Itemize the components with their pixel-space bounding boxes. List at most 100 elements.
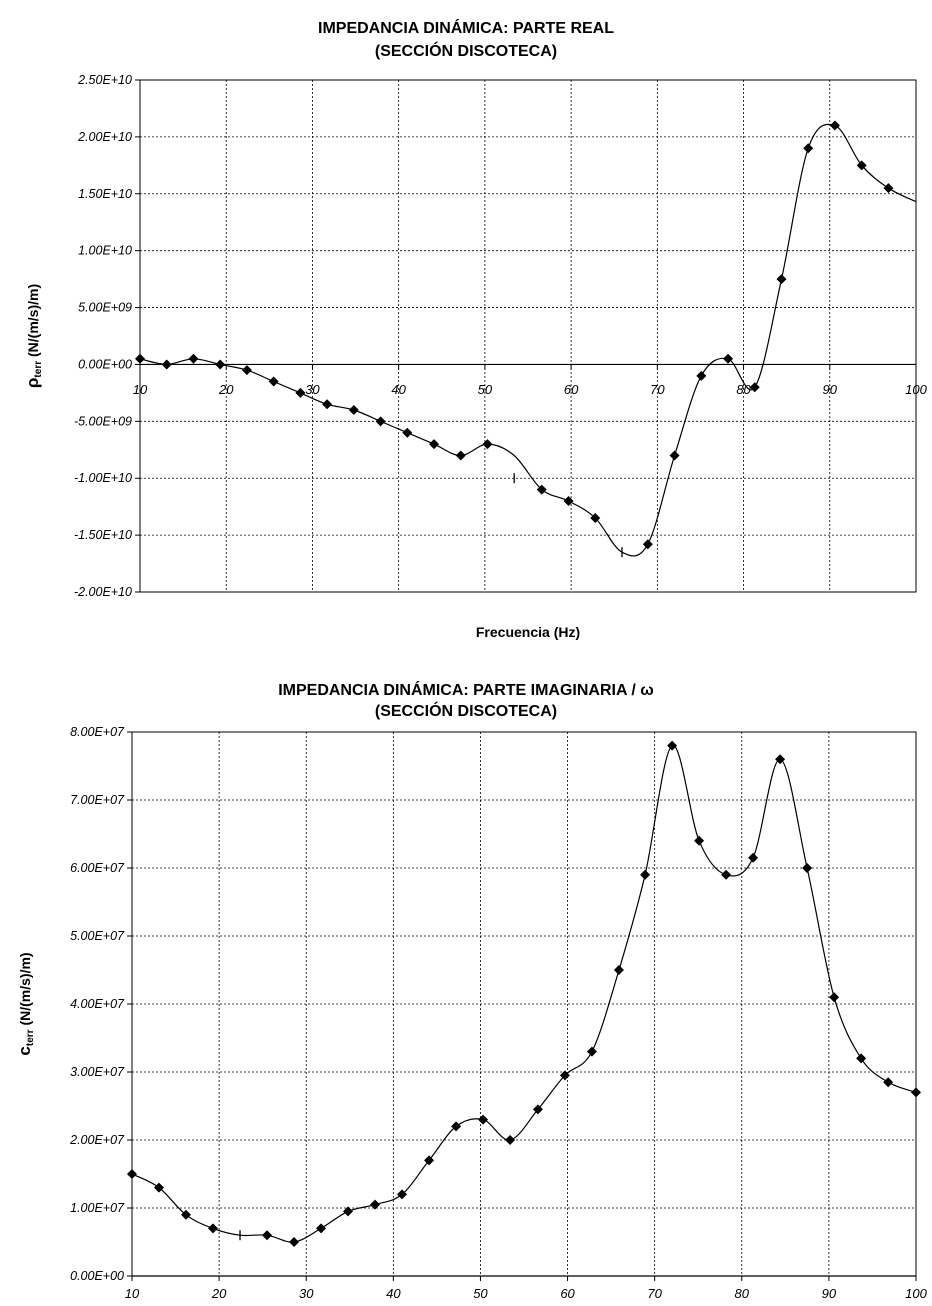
y-tick-label: -5.00E+09 [74, 414, 132, 428]
data-point [856, 1053, 867, 1064]
data-point [563, 495, 574, 506]
y-tick-label: 5.00E+09 [78, 301, 132, 315]
chart-subtitle: (SECCIÓN DISCOTECA) [374, 43, 558, 60]
data-point [802, 863, 813, 873]
data-point [322, 399, 333, 410]
data-point [696, 370, 707, 381]
y-tick-label: 3.00E+07 [70, 1065, 125, 1079]
data-point [181, 1209, 192, 1220]
data-point [188, 353, 199, 364]
data-point [135, 353, 145, 364]
data-point [586, 1046, 597, 1057]
x-tick-label: 10 [133, 382, 148, 397]
x-tick-label: 100 [905, 382, 927, 397]
data-point [532, 1104, 543, 1115]
x-tick-label: 20 [218, 382, 234, 397]
y-tick-label: 2.00E+07 [69, 1133, 125, 1147]
chart-imaginary-part: IMPEDANCIA DINÁMICA: PARTE IMAGINARIA / … [0, 650, 932, 1306]
y-tick-label: 1.50E+10 [78, 187, 132, 201]
data-point [316, 1223, 327, 1234]
data-point [402, 427, 413, 438]
data-point [694, 835, 705, 846]
x-tick-label: 10 [125, 1286, 140, 1301]
x-tick-label: 60 [560, 1286, 575, 1301]
y-tick-label: 2.00E+10 [77, 130, 132, 144]
data-point [856, 160, 867, 171]
x-axis-label: Frecuencia (Hz) [476, 624, 580, 640]
data-point [829, 120, 840, 131]
chart-title: IMPEDANCIA DINÁMICA: PARTE IMAGINARIA / … [278, 682, 654, 699]
plot-frame [139, 79, 917, 593]
y-tick-label: 4.00E+07 [70, 997, 125, 1011]
data-point [295, 387, 306, 398]
series-line [131, 744, 917, 1243]
chart-canvas: 8.00E+07 7.00E+07 6.00E+07 5.00E+07 4.00E+07… [15, 725, 928, 1301]
y-tick-label: 5.00E+07 [70, 929, 125, 943]
data-point [397, 1189, 408, 1200]
x-tick-label: 70 [650, 382, 665, 397]
data-point [455, 450, 466, 461]
data-point [424, 1155, 435, 1166]
data-point [642, 539, 653, 550]
x-tick-label: 90 [822, 1286, 837, 1301]
data-point [721, 869, 732, 880]
data-point [590, 513, 601, 524]
data-point [154, 1182, 165, 1193]
y-axis-label: cterr (N/(m/s)/m) [15, 952, 36, 1055]
x-tick-label: 80 [735, 1286, 750, 1301]
y-tick-label: 1.00E+10 [78, 244, 132, 258]
y-tick-label: -1.50E+10 [74, 528, 132, 542]
x-tick-label: 70 [647, 1286, 662, 1301]
data-point [776, 274, 787, 285]
x-tick-label: 30 [299, 1286, 314, 1301]
data-point [451, 1121, 462, 1132]
series-line [139, 123, 917, 557]
data-point [215, 359, 226, 370]
data-point [775, 754, 786, 765]
y-tick-label: 8.00E+07 [70, 725, 125, 739]
data-point [127, 1169, 137, 1179]
data-point [723, 353, 734, 364]
data-point [803, 143, 814, 154]
chart-canvas: 2.50E+10 2.00E+10 1.50E+10 1.00E+10 5.00E+09… [23, 73, 928, 640]
x-tick-label: 80 [736, 382, 751, 397]
chart-title: IMPEDANCIA DINÁMICA: PARTE REAL [318, 20, 614, 37]
data-point [208, 1223, 219, 1234]
data-point [262, 1230, 273, 1241]
x-tick-label: 100 [905, 1286, 927, 1301]
y-axis-label: ρterr (N/(m/s)/m) [23, 284, 44, 388]
data-point [375, 416, 386, 427]
data-point [669, 450, 680, 461]
y-tick-label: -2.00E+10 [74, 585, 132, 599]
data-point [429, 439, 440, 450]
data-point [883, 183, 894, 194]
x-tick-label: 90 [823, 382, 838, 397]
y-tick-label: 6.00E+07 [70, 861, 125, 875]
x-tick-label: 60 [564, 382, 579, 397]
chart-subtitle: (SECCIÓN DISCOTECA) [374, 703, 558, 720]
data-point [829, 992, 840, 1003]
data-point [482, 439, 493, 450]
data-point [268, 376, 279, 387]
data-point [749, 382, 760, 393]
data-point [478, 1114, 489, 1125]
y-tick-label: 1.00E+07 [70, 1201, 125, 1215]
data-point [348, 404, 359, 415]
y-tick-label: -1.00E+10 [74, 471, 132, 485]
data-point [505, 1135, 516, 1145]
x-tick-label: 50 [473, 1286, 488, 1301]
data-point [748, 852, 759, 863]
data-point [289, 1237, 300, 1247]
y-tick-label: 7.00E+07 [70, 793, 125, 807]
data-point [667, 740, 678, 751]
data-point [640, 869, 651, 880]
y-tick-label: 0.00E+00 [70, 1269, 124, 1283]
data-point [613, 965, 624, 975]
data-point [883, 1077, 894, 1088]
x-tick-label: 50 [478, 382, 493, 397]
data-point [241, 365, 252, 376]
chart-real-part: IMPEDANCIA DINÁMICA: PARTE REAL (SECCIÓN… [0, 0, 932, 650]
data-point [370, 1199, 381, 1210]
y-tick-label: 2.50E+10 [77, 73, 132, 87]
x-tick-label: 20 [211, 1286, 227, 1301]
